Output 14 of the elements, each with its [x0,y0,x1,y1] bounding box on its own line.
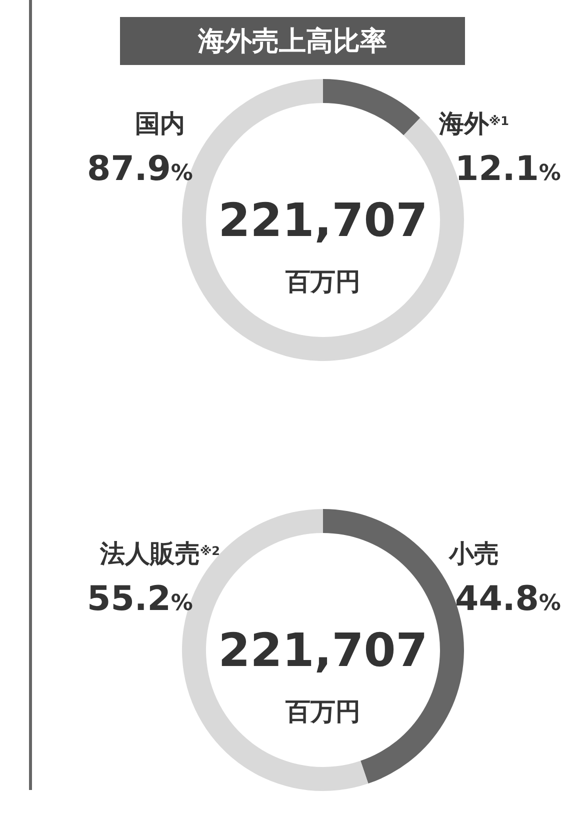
data-label: 12.1% [455,149,561,189]
text: 百万円 [284,697,360,726]
slice-label: 国内 [135,109,185,138]
slice-label: 小売 [448,539,499,568]
data-label: 44.8% [455,579,561,619]
slice-label: 法人販売$^{※2}$ [98,539,220,568]
chart-title: 海外売上高比率 [120,17,465,65]
text: 221,707 [218,623,428,677]
data-label: 87.9% [87,149,193,189]
slice-label: 海外$^{※1}$ [438,109,510,138]
data-label: 55.2% [87,579,193,619]
text: 221,707 [218,193,428,247]
text: 百万円 [284,267,360,296]
donut-slice [323,79,420,136]
